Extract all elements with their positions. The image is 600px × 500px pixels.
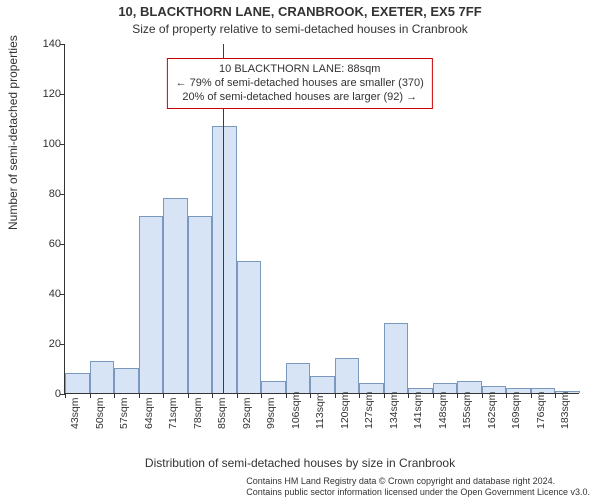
- histogram-bar: [139, 216, 164, 394]
- annotation-line: ← 79% of semi-detached houses are smalle…: [176, 77, 424, 91]
- histogram-bar: [237, 261, 262, 394]
- x-tick-label: 127sqm: [363, 392, 375, 429]
- y-tick-mark: [60, 244, 65, 245]
- x-tick-mark: [457, 393, 458, 398]
- y-tick-mark: [60, 44, 65, 45]
- histogram-bar: [335, 358, 360, 393]
- x-tick-label: 134sqm: [388, 392, 400, 429]
- annotation-box: 10 BLACKTHORN LANE: 88sqm← 79% of semi-d…: [167, 58, 433, 109]
- y-tick-mark: [60, 344, 65, 345]
- x-axis-label: Distribution of semi-detached houses by …: [0, 456, 600, 470]
- y-tick-mark: [60, 94, 65, 95]
- x-tick-mark: [506, 393, 507, 398]
- histogram-bar: [90, 361, 115, 394]
- x-tick-mark: [212, 393, 213, 398]
- y-tick-label: 80: [31, 188, 61, 200]
- y-tick-label: 20: [31, 338, 61, 350]
- y-tick-label: 0: [31, 388, 61, 400]
- x-tick-mark: [408, 393, 409, 398]
- x-tick-mark: [114, 393, 115, 398]
- x-tick-mark: [555, 393, 556, 398]
- chart-title: 10, BLACKTHORN LANE, CRANBROOK, EXETER, …: [0, 4, 600, 19]
- chart-subtitle: Size of property relative to semi-detach…: [0, 22, 600, 36]
- y-tick-label: 100: [31, 138, 61, 150]
- x-tick-mark: [90, 393, 91, 398]
- y-axis-label: Number of semi-detached properties: [6, 35, 20, 230]
- x-tick-label: 155sqm: [461, 392, 473, 429]
- y-tick-label: 120: [31, 88, 61, 100]
- x-tick-label: 92sqm: [241, 397, 253, 429]
- x-tick-mark: [261, 393, 262, 398]
- x-tick-mark: [531, 393, 532, 398]
- x-tick-mark: [237, 393, 238, 398]
- histogram-bar: [261, 381, 286, 394]
- x-tick-label: 141sqm: [412, 392, 424, 429]
- x-tick-mark: [384, 393, 385, 398]
- annotation-line: 20% of semi-detached houses are larger (…: [176, 91, 424, 105]
- x-tick-label: 106sqm: [290, 392, 302, 429]
- x-tick-mark: [433, 393, 434, 398]
- plot-area: 02040608010012014043sqm50sqm57sqm64sqm71…: [64, 44, 579, 394]
- x-tick-label: 85sqm: [216, 397, 228, 429]
- histogram-bar: [212, 126, 237, 394]
- copyright-text: Contains HM Land Registry data © Crown c…: [246, 476, 590, 498]
- x-tick-label: 50sqm: [94, 397, 106, 429]
- x-tick-label: 176sqm: [535, 392, 547, 429]
- y-tick-label: 60: [31, 238, 61, 250]
- y-tick-mark: [60, 194, 65, 195]
- x-tick-label: 169sqm: [510, 392, 522, 429]
- x-tick-label: 71sqm: [167, 397, 179, 429]
- x-tick-label: 183sqm: [559, 392, 571, 429]
- histogram-bar: [114, 368, 139, 393]
- x-tick-mark: [139, 393, 140, 398]
- y-tick-label: 40: [31, 288, 61, 300]
- x-tick-label: 78sqm: [192, 397, 204, 429]
- annotation-line: 10 BLACKTHORN LANE: 88sqm: [176, 63, 424, 77]
- x-tick-mark: [188, 393, 189, 398]
- x-tick-mark: [65, 393, 66, 398]
- histogram-bar: [163, 198, 188, 393]
- histogram-bar: [65, 373, 90, 393]
- histogram-bar: [310, 376, 335, 394]
- x-tick-mark: [163, 393, 164, 398]
- histogram-bar: [188, 216, 213, 394]
- x-tick-label: 99sqm: [265, 397, 277, 429]
- y-tick-label: 140: [31, 38, 61, 50]
- chart-container: 10, BLACKTHORN LANE, CRANBROOK, EXETER, …: [0, 0, 600, 500]
- x-tick-label: 162sqm: [486, 392, 498, 429]
- x-tick-mark: [310, 393, 311, 398]
- x-tick-mark: [286, 393, 287, 398]
- histogram-bar: [384, 323, 409, 393]
- x-tick-mark: [359, 393, 360, 398]
- x-tick-mark: [335, 393, 336, 398]
- x-tick-label: 57sqm: [118, 397, 130, 429]
- x-tick-label: 113sqm: [314, 392, 326, 429]
- x-tick-label: 120sqm: [339, 392, 351, 429]
- x-tick-label: 148sqm: [437, 392, 449, 429]
- histogram-bar: [286, 363, 311, 393]
- y-tick-mark: [60, 144, 65, 145]
- y-tick-mark: [60, 294, 65, 295]
- x-tick-label: 64sqm: [143, 397, 155, 429]
- x-tick-mark: [482, 393, 483, 398]
- x-tick-label: 43sqm: [69, 397, 81, 429]
